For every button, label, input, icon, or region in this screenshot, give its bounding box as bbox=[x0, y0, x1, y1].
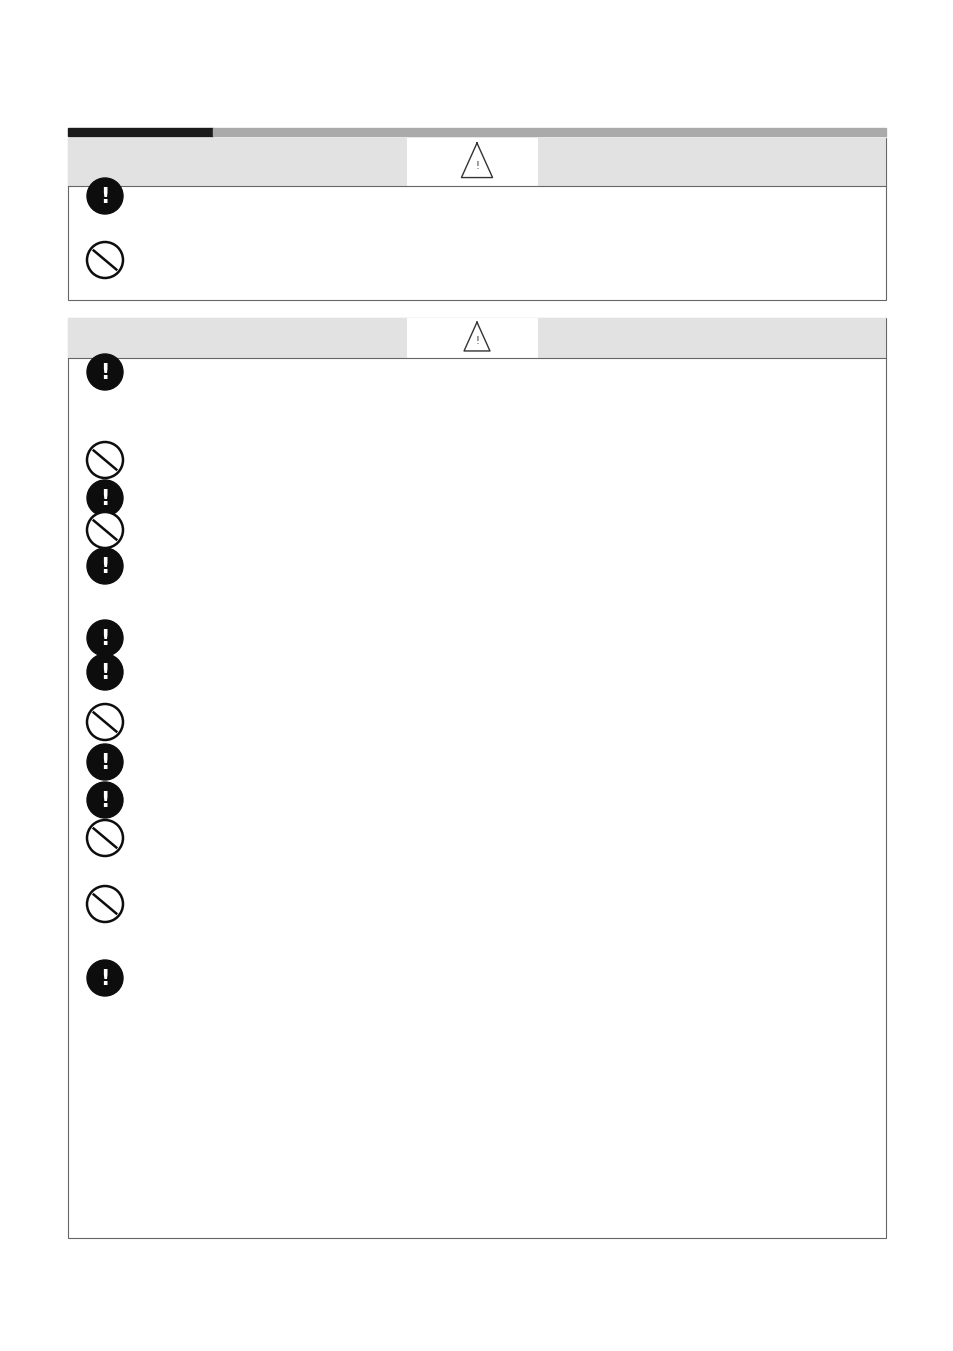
Circle shape bbox=[87, 480, 123, 516]
Circle shape bbox=[87, 744, 123, 780]
Text: !: ! bbox=[100, 557, 110, 577]
Bar bbox=[407, 317, 537, 358]
Text: !: ! bbox=[100, 790, 110, 811]
Text: !: ! bbox=[100, 663, 110, 682]
Text: !: ! bbox=[100, 969, 110, 989]
Bar bbox=[68, 138, 885, 186]
Bar bbox=[68, 138, 885, 300]
Circle shape bbox=[87, 961, 123, 996]
Text: !: ! bbox=[100, 753, 110, 773]
Circle shape bbox=[87, 512, 123, 549]
Circle shape bbox=[87, 654, 123, 690]
Circle shape bbox=[87, 549, 123, 584]
Circle shape bbox=[87, 242, 123, 278]
Bar bbox=[68, 128, 213, 136]
Bar bbox=[68, 317, 885, 1238]
Circle shape bbox=[87, 442, 123, 478]
Bar bbox=[213, 128, 885, 136]
Circle shape bbox=[87, 820, 123, 857]
Text: !: ! bbox=[100, 363, 110, 382]
Circle shape bbox=[87, 178, 123, 213]
Circle shape bbox=[87, 886, 123, 921]
Circle shape bbox=[87, 620, 123, 657]
Bar bbox=[407, 138, 537, 186]
Text: !: ! bbox=[100, 630, 110, 648]
Circle shape bbox=[87, 782, 123, 817]
Text: !: ! bbox=[100, 186, 110, 207]
Bar bbox=[68, 317, 885, 358]
Circle shape bbox=[87, 704, 123, 740]
Circle shape bbox=[87, 354, 123, 390]
Text: !: ! bbox=[100, 489, 110, 509]
Text: !: ! bbox=[475, 336, 478, 346]
Text: !: ! bbox=[475, 161, 478, 172]
